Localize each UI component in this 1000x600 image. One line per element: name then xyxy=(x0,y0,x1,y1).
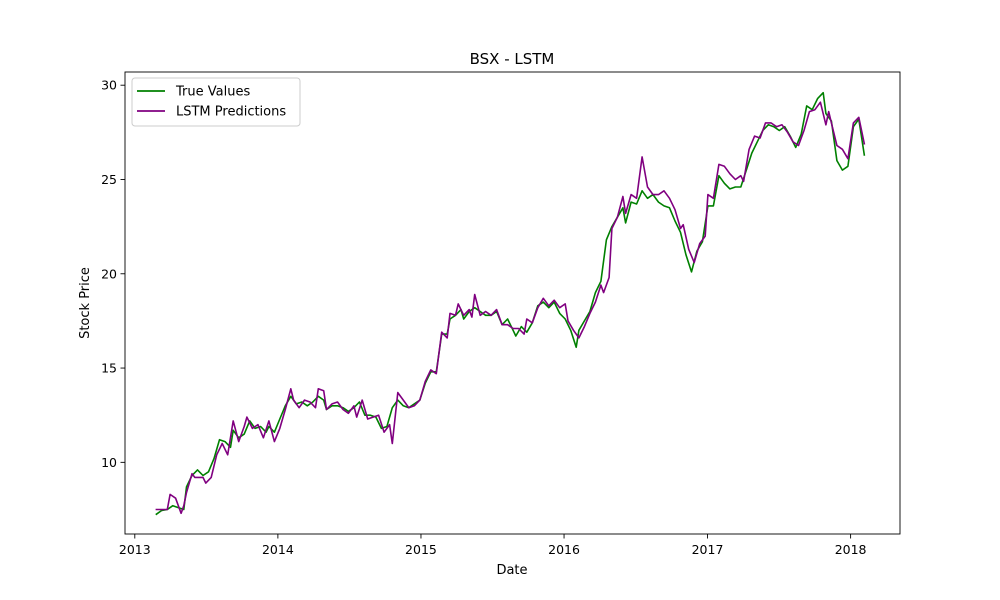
chart-title: BSX - LSTM xyxy=(470,50,555,68)
y-tick-label: 25 xyxy=(101,172,117,187)
legend: True Values LSTM Predictions xyxy=(131,77,301,127)
y-tick-label: 15 xyxy=(101,361,117,376)
y-tick-label: 20 xyxy=(101,266,117,281)
x-axis-label: Date xyxy=(496,563,527,578)
x-tick-label: 2015 xyxy=(405,542,437,557)
x-tick-label: 2014 xyxy=(262,542,294,557)
x-tick-label: 2017 xyxy=(692,542,724,557)
legend-label-lstm-predictions: LSTM Predictions xyxy=(176,105,286,120)
series-line-lstm-predictions xyxy=(155,101,866,515)
axes-layer: 2013 2014 2015 2016 2017 2018 10 15 20 25 30 xyxy=(101,71,901,557)
legend-label-true-values: True Values xyxy=(175,85,250,100)
y-axis-label: Stock Price xyxy=(78,267,93,339)
y-tick-label: 30 xyxy=(101,78,117,93)
series-line-true-values xyxy=(155,91,866,516)
y-tick-label: 10 xyxy=(101,455,117,470)
legend-box xyxy=(131,77,301,127)
x-tick-label: 2016 xyxy=(548,542,580,557)
x-tick-label: 2018 xyxy=(835,542,867,557)
series-layer xyxy=(155,91,866,516)
plot-frame xyxy=(124,71,901,535)
x-tick-label: 2013 xyxy=(119,542,151,557)
